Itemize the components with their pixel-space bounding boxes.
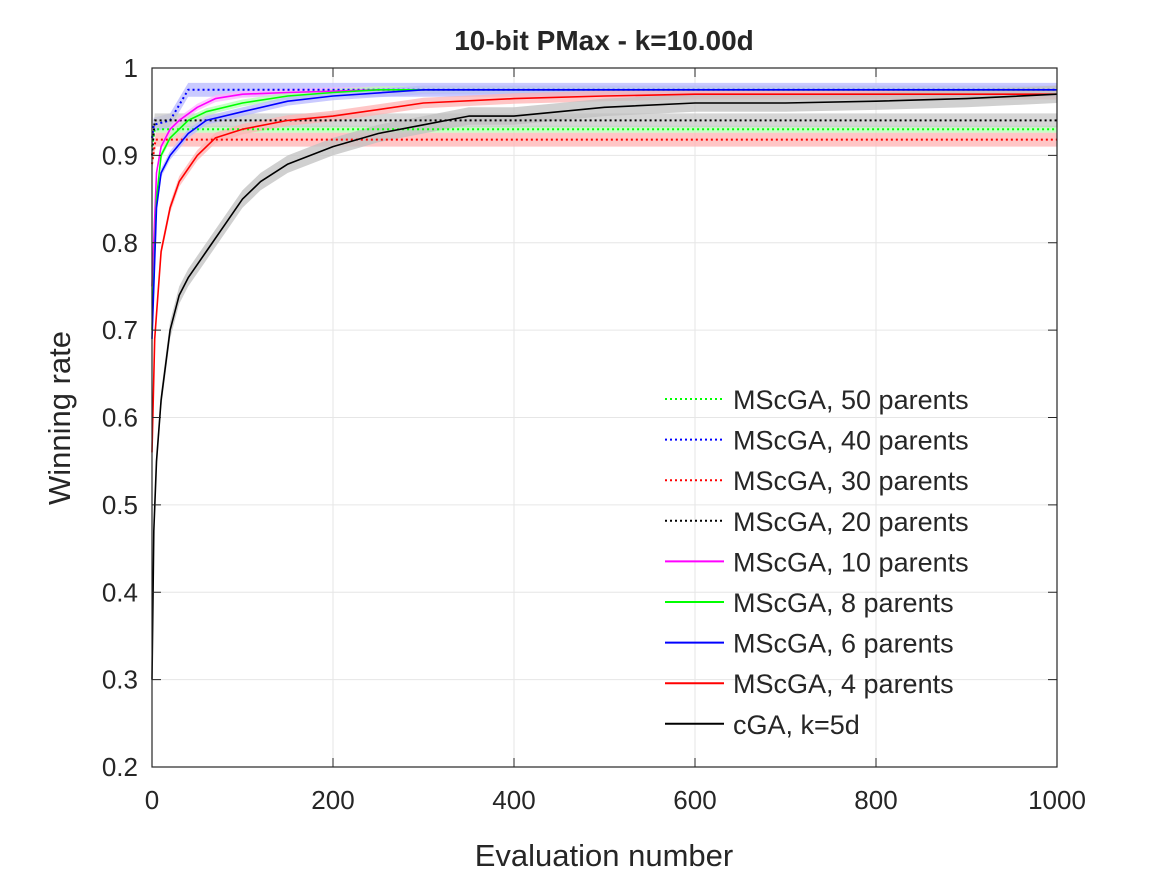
- x-tick-label: 200: [311, 785, 354, 815]
- y-tick-label: 0.3: [102, 665, 138, 695]
- legend-label: MScGA, 10 parents: [733, 547, 969, 577]
- y-tick-label: 0.6: [102, 403, 138, 433]
- y-tick-label: 1: [124, 53, 138, 83]
- y-axis-label: Winning rate: [42, 331, 77, 505]
- series-line: [151, 89, 1057, 339]
- legend-label: MScGA, 30 parents: [733, 466, 969, 496]
- axis-ticks: 0 200 400 600 800 1000 0.2 0.3 0.4 0.5 0.6 0.7 0.8 0.…: [102, 53, 1086, 815]
- legend-label: MScGA, 50 parents: [733, 385, 969, 415]
- legend-label: MScGA, 20 parents: [733, 507, 969, 537]
- y-tick-label: 0.7: [102, 315, 138, 345]
- y-tick-label: 0.9: [102, 140, 138, 170]
- legend-label: cGA, k=5d: [733, 710, 860, 740]
- series-line: [151, 138, 1057, 165]
- x-tick-label: 0: [145, 785, 159, 815]
- y-tick-label: 0.4: [102, 577, 138, 607]
- legend-label: MScGA, 6 parents: [733, 629, 954, 659]
- series-line: [151, 89, 1057, 331]
- series-line: [151, 119, 1057, 156]
- series-line: [151, 93, 1058, 680]
- series-band: [152, 89, 1057, 458]
- x-tick-label: 600: [673, 785, 716, 815]
- series-line: [151, 128, 1057, 147]
- legend: MScGA, 50 parents MScGA, 40 parents MScGA,…: [665, 385, 969, 740]
- series-line: [151, 93, 1057, 453]
- y-tick-label: 0.8: [102, 228, 138, 258]
- series-lines: [151, 88, 1058, 680]
- legend-label: MScGA, 4 parents: [733, 669, 954, 699]
- chart-title: 10-bit PMax - k=10.00d: [454, 25, 754, 56]
- x-tick-label: 400: [492, 785, 535, 815]
- y-tick-label: 0.5: [102, 490, 138, 520]
- legend-label: MScGA, 40 parents: [733, 426, 969, 456]
- y-tick-label: 0.2: [102, 752, 138, 782]
- legend-label: MScGA, 8 parents: [733, 588, 954, 618]
- x-axis-label: Evaluation number: [475, 838, 734, 873]
- x-tick-label: 800: [854, 785, 897, 815]
- x-tick-label: 1000: [1028, 785, 1086, 815]
